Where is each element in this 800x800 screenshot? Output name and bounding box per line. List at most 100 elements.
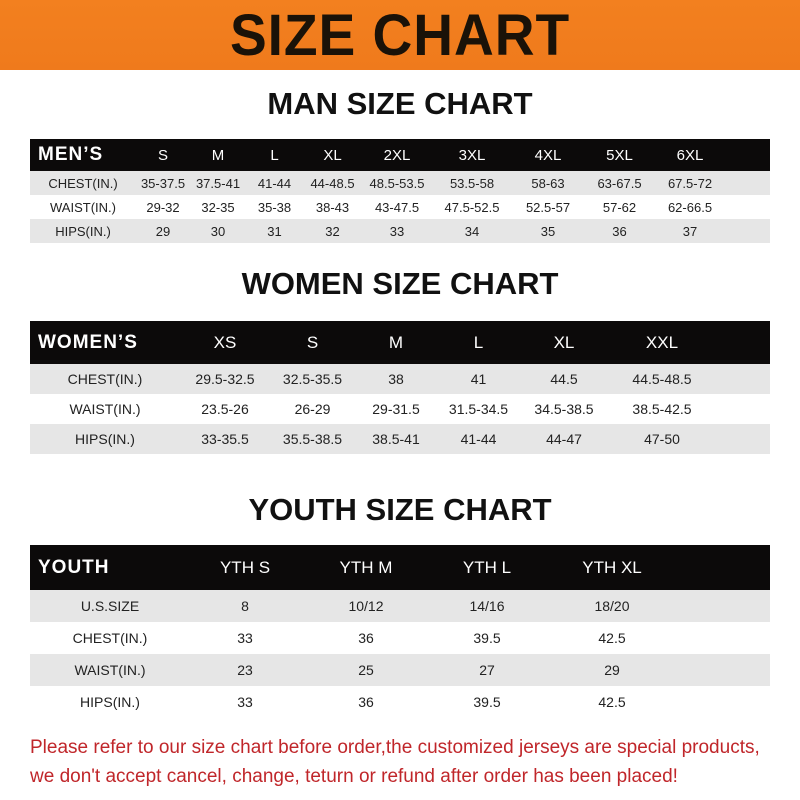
table-label: WOMEN’S	[38, 331, 138, 353]
cell: 53.5-58	[449, 175, 495, 191]
banner-title: SIZE CHART	[229, 2, 571, 68]
cell: 34	[464, 223, 480, 239]
cell: 43-47.5	[374, 199, 420, 215]
size-header: 5XL	[606, 146, 633, 164]
cell: 67.5-72	[667, 175, 713, 191]
cell: 33	[237, 630, 253, 646]
cell: 38-43	[315, 199, 350, 215]
cell: 29	[604, 662, 620, 678]
notice-text: Please refer to our size chart before or…	[30, 733, 790, 791]
row-label: WAIST(IN.)	[69, 401, 141, 417]
size-header: XL	[553, 332, 575, 352]
cell: 26-29	[294, 401, 331, 417]
size-header: M	[388, 332, 404, 352]
header-row: YOUTH YTH S YTH M YTH L YTH XL	[30, 545, 770, 590]
table-row: HIPS(IN.) 33 36 39.5 42.5	[30, 686, 770, 718]
cell: 14/16	[469, 598, 505, 614]
notice-line: Please refer to our size chart before or…	[30, 737, 760, 758]
cell: 35	[540, 223, 556, 239]
size-header: XXL	[645, 332, 679, 352]
size-header: YTH L	[462, 557, 512, 577]
size-header: 4XL	[534, 146, 562, 164]
cell: 57-62	[602, 199, 637, 215]
table-label: MEN’S	[38, 144, 104, 165]
cell: 23.5-26	[201, 401, 249, 417]
notice-line: we don't accept cancel, change, teturn o…	[30, 766, 678, 787]
men-title: MAN SIZE CHART	[267, 86, 533, 121]
cell: 41-44	[460, 431, 497, 447]
table-label: YOUTH	[38, 556, 110, 578]
cell: 31	[267, 223, 282, 239]
header-row: MEN’S S M L XL 2XL 3XL 4XL 5XL 6XL	[30, 139, 770, 171]
cell: 48.5-53.5	[369, 175, 425, 191]
cell: 30	[210, 223, 226, 239]
cell: 41	[470, 371, 487, 387]
cell: 33-35.5	[201, 431, 249, 447]
row-label: CHEST(IN.)	[48, 175, 118, 191]
cell: 33	[389, 223, 405, 239]
cell: 58-63	[531, 175, 565, 191]
row-label: U.S.SIZE	[80, 598, 140, 614]
cell: 29-32	[146, 199, 180, 215]
cell: 32-35	[201, 199, 235, 215]
cell: 23	[237, 662, 253, 678]
cell: 29	[155, 223, 171, 239]
youth-title: YOUTH SIZE CHART	[248, 492, 552, 527]
cell: 38	[388, 371, 404, 387]
size-header: S	[157, 146, 168, 164]
row-label: CHEST(IN.)	[72, 630, 148, 646]
size-header: YTH S	[219, 557, 271, 577]
size-header: XL	[323, 146, 342, 164]
cell: 34.5-38.5	[534, 401, 594, 417]
cell: 37	[682, 223, 698, 239]
table-row: HIPS(IN.) 29 30 31 32 33 34 35 36 37	[30, 219, 770, 243]
size-header: YTH XL	[582, 557, 642, 577]
row-label: HIPS(IN.)	[55, 223, 111, 239]
cell: 39.5	[473, 694, 501, 710]
cell: 25	[358, 662, 374, 678]
cell: 36	[358, 694, 374, 710]
cell: 44.5-48.5	[632, 371, 692, 387]
cell: 29-31.5	[372, 401, 420, 417]
cell: 32.5-35.5	[282, 371, 343, 387]
row-label: HIPS(IN.)	[80, 694, 140, 710]
cell: 62-66.5	[667, 199, 713, 215]
cell: 35-38	[257, 199, 292, 215]
size-header: 2XL	[383, 146, 411, 164]
cell: 63-67.5	[597, 175, 642, 191]
cell: 44-47	[546, 431, 582, 447]
cell: 35-37.5	[140, 175, 186, 191]
size-header: XS	[213, 332, 237, 352]
row-label: HIPS(IN.)	[75, 431, 135, 447]
table-row: WAIST(IN.) 23 25 27 29	[30, 654, 770, 686]
size-header: YTH M	[339, 557, 393, 577]
table-row: WAIST(IN.) 29-32 32-35 35-38 38-43 43-47.5 47.…	[30, 195, 770, 219]
size-header: 3XL	[458, 146, 486, 164]
size-header: L	[270, 146, 279, 164]
cell: 36	[358, 630, 374, 646]
cell: 38.5-42.5	[632, 401, 692, 417]
youth-size-table: YOUTH YTH S YTH M YTH L YTH XL U.S.SIZE 8 10/12…	[30, 545, 770, 718]
cell: 36	[612, 223, 627, 239]
size-header: M	[211, 146, 225, 164]
cell: 27	[479, 662, 495, 678]
row-label: WAIST(IN.)	[50, 199, 116, 215]
cell: 44.5	[550, 371, 578, 387]
cell: 37.5-41	[195, 175, 241, 191]
cell: 42.5	[598, 630, 626, 646]
table-row: U.S.SIZE 8 10/12 14/16 18/20	[30, 590, 770, 622]
cell: 42.5	[598, 694, 626, 710]
table-row: CHEST(IN.) 35-37.5 37.5-41 41-44 44-48.5 48.5…	[30, 171, 770, 195]
cell: 32	[325, 223, 340, 239]
cell: 31.5-34.5	[448, 401, 509, 417]
size-header: S	[306, 332, 319, 352]
cell: 44-48.5	[310, 175, 355, 191]
women-title: WOMEN SIZE CHART	[241, 266, 559, 301]
table-row: CHEST(IN.) 33 36 39.5 42.5	[30, 622, 770, 654]
cell: 47-50	[644, 431, 680, 447]
cell: 47.5-52.5	[444, 199, 500, 215]
cell: 35.5-38.5	[282, 431, 343, 447]
table-row: CHEST(IN.) 29.5-32.5 32.5-35.5 38 41 44.5 44.5…	[30, 364, 770, 394]
cell: 41-44	[257, 175, 292, 191]
cell: 18/20	[594, 598, 630, 614]
